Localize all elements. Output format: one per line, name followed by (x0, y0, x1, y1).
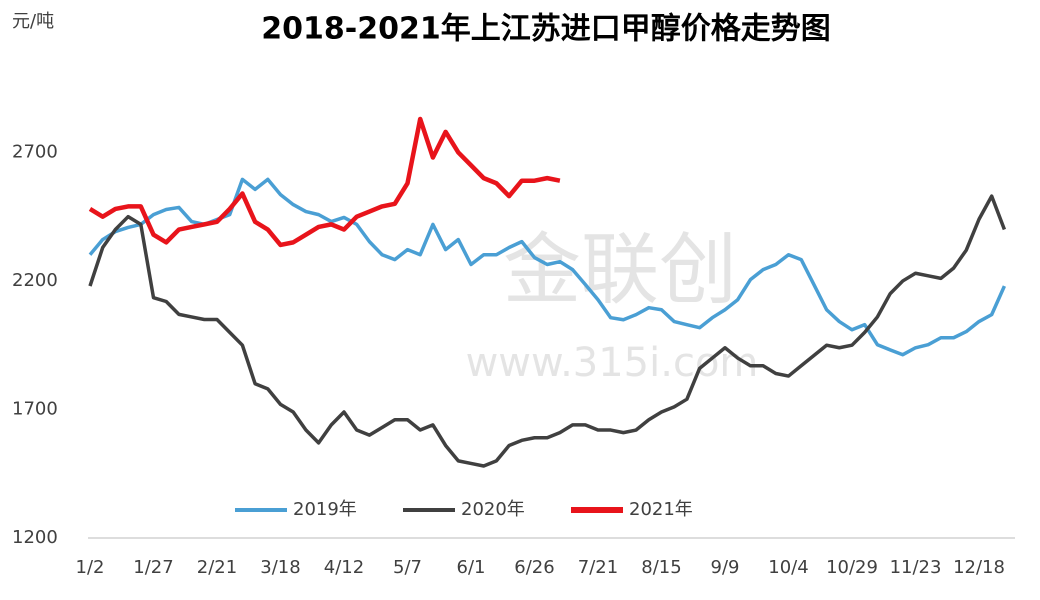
legend-label: 2019年 (293, 499, 357, 520)
x-tick-label: 2/21 (197, 557, 237, 578)
x-tick-label: 1/2 (76, 557, 105, 578)
series-line (88, 116, 561, 248)
x-tick-label: 11/23 (890, 557, 942, 578)
y-tick-label: 1700 (12, 398, 58, 419)
x-tick-label: 9/9 (711, 557, 740, 578)
x-tick-label: 4/12 (324, 557, 364, 578)
watermark: www.315i.com (466, 340, 759, 386)
x-tick-label: 8/15 (641, 557, 681, 578)
x-tick-label: 10/4 (768, 557, 808, 578)
y-unit: 元/吨 (12, 11, 54, 32)
series-line (88, 177, 1006, 357)
x-tick-label: 12/18 (953, 557, 1005, 578)
y-tick-label: 2700 (12, 141, 58, 162)
x-tick-label: 7/21 (578, 557, 618, 578)
x-tick-label: 6/26 (514, 557, 554, 578)
x-tick-label: 1/27 (133, 557, 173, 578)
chart-title: 2018-2021年上江苏进口甲醇价格走势图 (261, 12, 830, 47)
series-line (88, 194, 1007, 468)
legend-label: 2020年 (461, 499, 525, 520)
watermark: 金联创 (503, 225, 737, 315)
legend-label: 2021年 (629, 499, 693, 520)
y-tick-label: 1200 (12, 527, 58, 548)
x-tick-label: 3/18 (260, 557, 300, 578)
x-tick-label: 5/7 (393, 557, 422, 578)
x-tick-label: 6/1 (457, 557, 486, 578)
y-tick-label: 2200 (12, 270, 58, 291)
x-tick-label: 10/29 (826, 557, 878, 578)
